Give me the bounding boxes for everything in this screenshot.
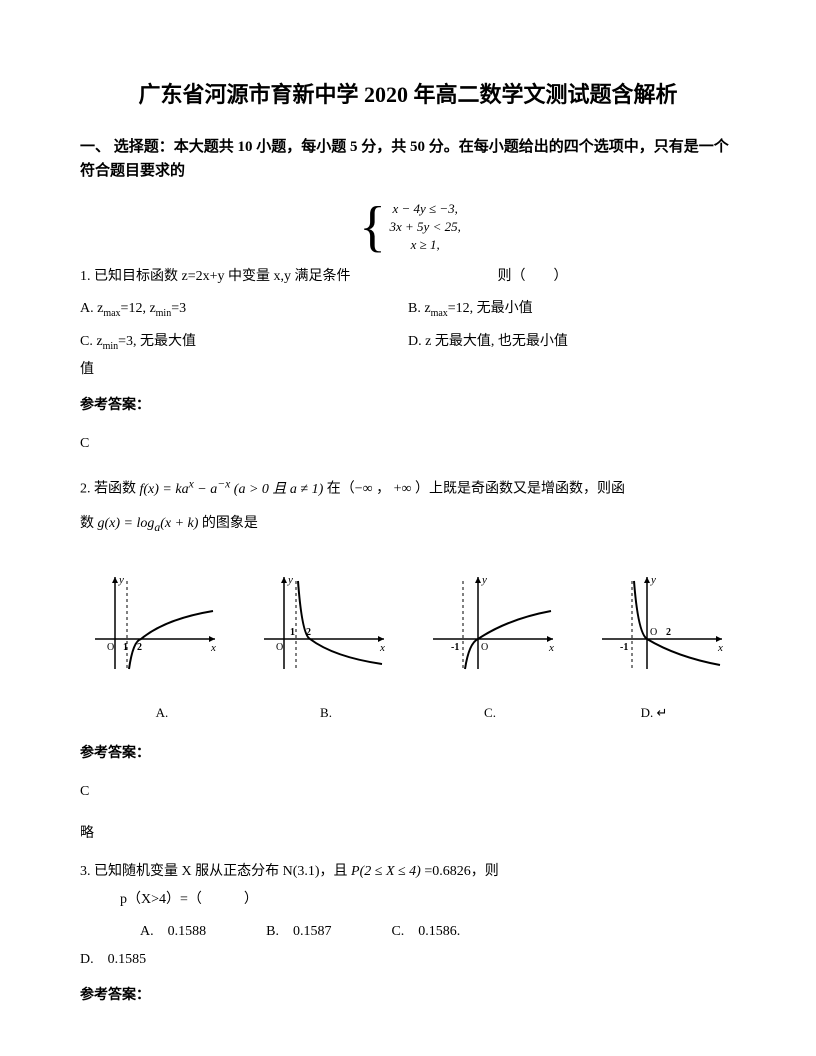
q2-line2-post: 的图象是 [202,516,258,531]
q1-option-a: A. zmax=12, zmin=3 [80,295,408,324]
q2-answer-label: 参考答案： [80,740,736,768]
svg-text:y: y [481,574,487,586]
q1-answer-label: 参考答案： [80,392,736,420]
chart-label-d: D. ↵ [572,700,736,726]
q2-answer: C [80,778,736,806]
equation-system: { x − 4y ≤ −3, 3x + 5y < 25, x ≥ 1, [359,199,461,255]
q3-option-c: C. 0.1586. [391,918,460,946]
q3-line1-pre: 3. 已知随机变量 X 服从正态分布 N(3.1)，且 [80,864,351,879]
chart-b: y x O 1 2 [249,569,398,690]
system-line-2: 3x + 5y < 25, [390,218,461,236]
svg-text:x: x [717,642,723,654]
svg-text:x: x [548,642,554,654]
q3-option-b: B. 0.1587 [266,918,331,946]
svg-text:-1: -1 [620,642,628,653]
svg-text:y: y [118,574,124,586]
q2-formula-1: f(x) = kax − a−x (a > 0 且 a ≠ 1) [140,482,324,497]
svg-text:y: y [650,574,656,586]
q1-option-d: D. z 无最大值, 也无最小值 [408,328,736,357]
q3-option-d: D. 0.1585 [80,946,736,974]
q2-prefix: 2. 若函数 [80,482,140,497]
chart-label-a: A. [80,700,244,726]
q1-prefix: 1. 已知目标函数 z=2x+y 中变量 x,y 满足条件 [80,269,351,284]
svg-text:2: 2 [666,627,671,638]
document-title: 广东省河源市育新中学 2020 年高二数学文测试题含解析 [80,80,736,111]
svg-text:-1: -1 [451,642,459,653]
q2-formula-2: g(x) = loga(x + k) [98,516,199,531]
q3-answer-label: 参考答案： [80,982,736,1010]
q2-line2-pre: 数 [80,516,98,531]
chart-d: y x O -1 2 [587,569,736,690]
chart-label-b: B. [244,700,408,726]
svg-text:O: O [481,642,488,653]
svg-text:1: 1 [290,627,295,638]
svg-text:x: x [210,642,216,654]
section-1-heading: 一、 选择题：本大题共 10 小题，每小题 5 分，共 50 分。在每小题给出的… [80,135,736,183]
q3-option-a: A. 0.1588 [140,918,206,946]
q2-mid1: 在（−∞ ， +∞ ）上既是奇函数又是增函数，则函 [327,482,625,497]
system-line-1: x − 4y ≤ −3, [390,200,461,218]
svg-text:y: y [287,574,293,586]
q3-line2: p（X>4）=（ ） [120,886,736,914]
svg-text:x: x [379,642,385,654]
svg-text:O: O [276,642,283,653]
q1-option-c: C. zmin=3, 无最大值 [80,328,408,357]
svg-text:2: 2 [137,642,142,653]
q2-brief: 略 [80,820,736,848]
question-3: 3. 已知随机变量 X 服从正态分布 N(3.1)，且 P(2 ≤ X ≤ 4)… [80,858,736,1010]
chart-options-row: y x O 1 2 y x O 1 2 [80,569,736,690]
q1-suffix: 则（ ） [498,269,568,284]
svg-text:O: O [107,642,114,653]
question-2: 2. 若函数 f(x) = kax − a−x (a > 0 且 a ≠ 1) … [80,472,736,848]
svg-text:O: O [650,627,657,638]
q3-formula: P(2 ≤ X ≤ 4) [351,864,421,879]
q1-option-d-cont: 值 [80,356,736,384]
chart-c: y x O -1 [418,569,567,690]
q3-line1-post: =0.6826，则 [424,864,498,879]
svg-text:1: 1 [123,642,128,653]
q1-option-b: B. zmax=12, 无最小值 [408,295,736,324]
q1-answer: C [80,430,736,458]
question-1: { x − 4y ≤ −3, 3x + 5y < 25, x ≥ 1, 1. 已… [80,199,736,459]
system-line-3: x ≥ 1, [390,236,461,254]
chart-label-c: C. [408,700,572,726]
chart-labels-row: A. B. C. D. ↵ [80,700,736,726]
chart-a: y x O 1 2 [80,569,229,690]
